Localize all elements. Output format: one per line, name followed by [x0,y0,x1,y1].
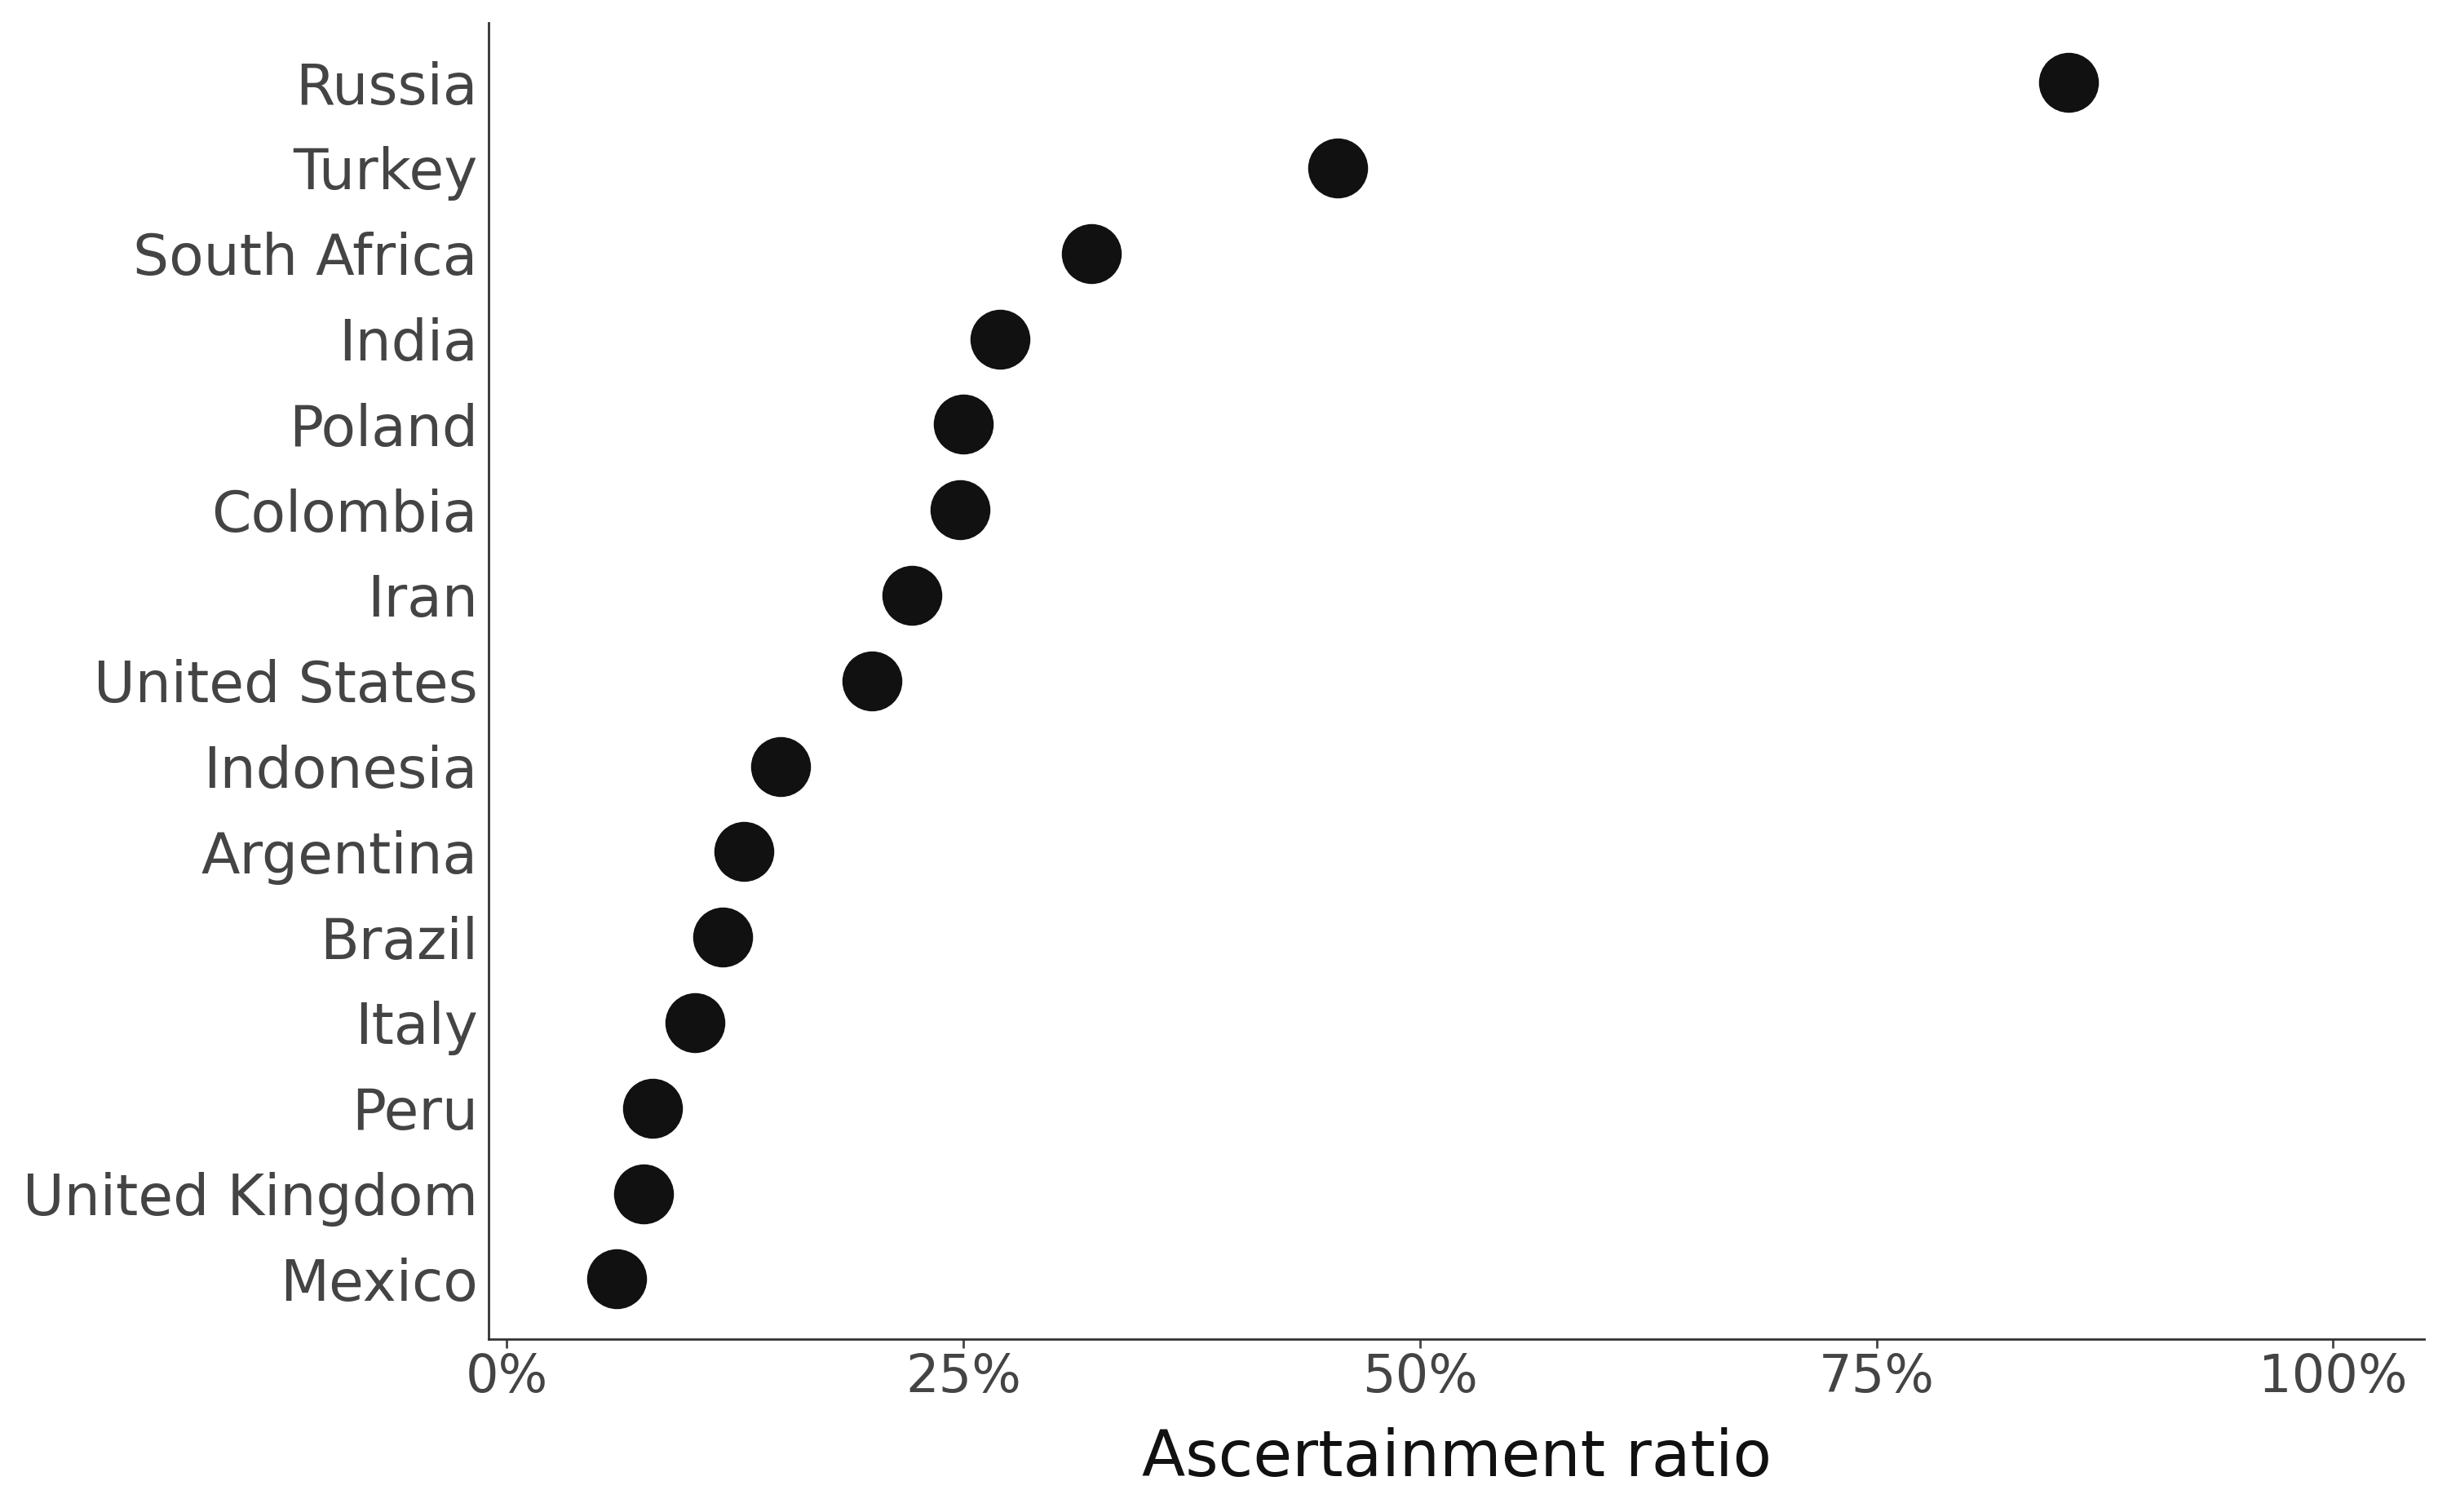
Point [675,1010,715,1034]
Point [624,1181,663,1205]
Point [2048,71,2087,95]
Point [1072,242,1111,266]
Point [981,327,1020,351]
Point [724,839,763,863]
Point [940,497,979,522]
Point [597,1267,636,1291]
Point [761,754,800,779]
Point [634,1096,673,1120]
Point [702,925,741,950]
Point [852,668,891,692]
Point [1319,156,1358,180]
Point [945,413,984,437]
Point [893,584,932,608]
X-axis label: Ascertainment ratio: Ascertainment ratio [1143,1427,1772,1489]
